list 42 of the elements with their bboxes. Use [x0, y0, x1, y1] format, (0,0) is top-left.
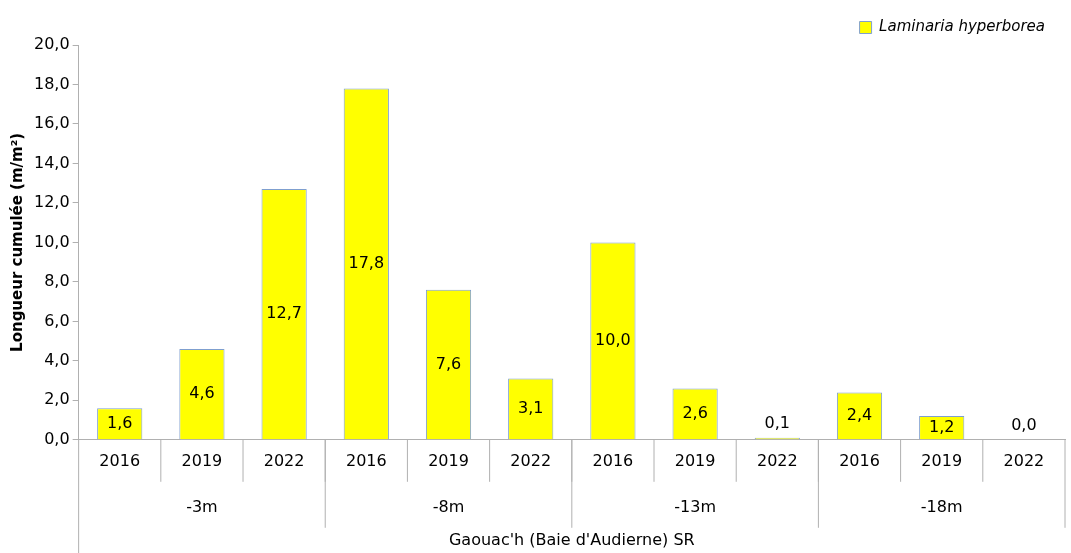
y-tick-label: 14,0: [34, 152, 70, 172]
x-tick-label: 2019: [921, 450, 963, 470]
data-label: 1,6: [107, 412, 133, 432]
x-tick-label: 2016: [99, 450, 141, 470]
y-tick-label: 4,0: [44, 350, 70, 369]
y-tick-label: 0,0: [44, 428, 70, 448]
text: -8m: [432, 496, 465, 516]
x-tick-label: 2016: [345, 450, 387, 470]
data-label: 2,4: [846, 405, 873, 425]
y-axis-title: Longueur cumulée (m/m²): [7, 132, 26, 352]
data-label: 3,1: [517, 398, 544, 418]
text: -3m: [186, 496, 218, 516]
y-tick-label: 10,0: [34, 231, 70, 251]
data-label: 12,7: [266, 303, 302, 323]
data-label: 0,1: [764, 412, 791, 432]
data-label: 2,6: [682, 403, 708, 423]
data-label: 7,6: [435, 353, 462, 373]
x-tick-label: 2022: [1003, 450, 1045, 470]
y-tick-label: 2,0: [44, 389, 70, 409]
data-label: 1,2: [928, 416, 955, 436]
y-tick-label: 16,0: [34, 113, 70, 133]
x-tick-label: 2019: [181, 450, 223, 470]
legend-label: Laminaria hyperborea: [879, 17, 1046, 36]
x-tick-label: 2022: [263, 450, 305, 470]
y-tick-label: 20,0: [34, 34, 70, 54]
y-tick-label: 8,0: [44, 271, 70, 291]
x-tick-label: 2019: [674, 450, 716, 470]
y-tick-label: 6,0: [44, 310, 70, 330]
x-tick-label: 2016: [839, 450, 880, 470]
y-tick-label: 12,0: [34, 192, 70, 212]
x-tick-label: 2019: [428, 450, 469, 470]
text: -18m: [920, 496, 963, 516]
x-tick-label: 2016: [592, 450, 634, 470]
x-tick-label: 2022: [756, 450, 798, 470]
text: -13m: [674, 496, 716, 516]
y-tick-label: 18,0: [34, 73, 70, 93]
data-label: 0,0: [1011, 414, 1037, 434]
data-label: 17,8: [348, 253, 385, 273]
data-label: 4,6: [189, 383, 215, 403]
x-tick-label: 2022: [510, 450, 552, 470]
x-axis-title: Gaouac'h (Baie d'Audierne) SR: [448, 530, 695, 550]
data-label: 10,0: [595, 330, 631, 350]
